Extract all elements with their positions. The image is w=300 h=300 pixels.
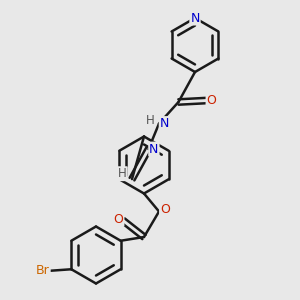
Text: N: N bbox=[190, 11, 200, 25]
Text: Br: Br bbox=[36, 264, 50, 277]
Text: H: H bbox=[146, 113, 155, 127]
Text: O: O bbox=[207, 94, 216, 107]
Text: H: H bbox=[118, 167, 127, 180]
Text: O: O bbox=[160, 202, 170, 216]
Text: O: O bbox=[114, 212, 123, 226]
Text: N: N bbox=[149, 142, 159, 156]
Text: N: N bbox=[160, 117, 169, 130]
